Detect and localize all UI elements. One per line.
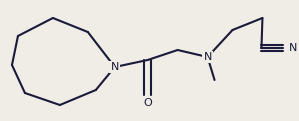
Text: N: N [203, 52, 212, 62]
Text: N: N [289, 43, 297, 53]
Text: O: O [143, 98, 152, 108]
Text: N: N [111, 62, 119, 72]
